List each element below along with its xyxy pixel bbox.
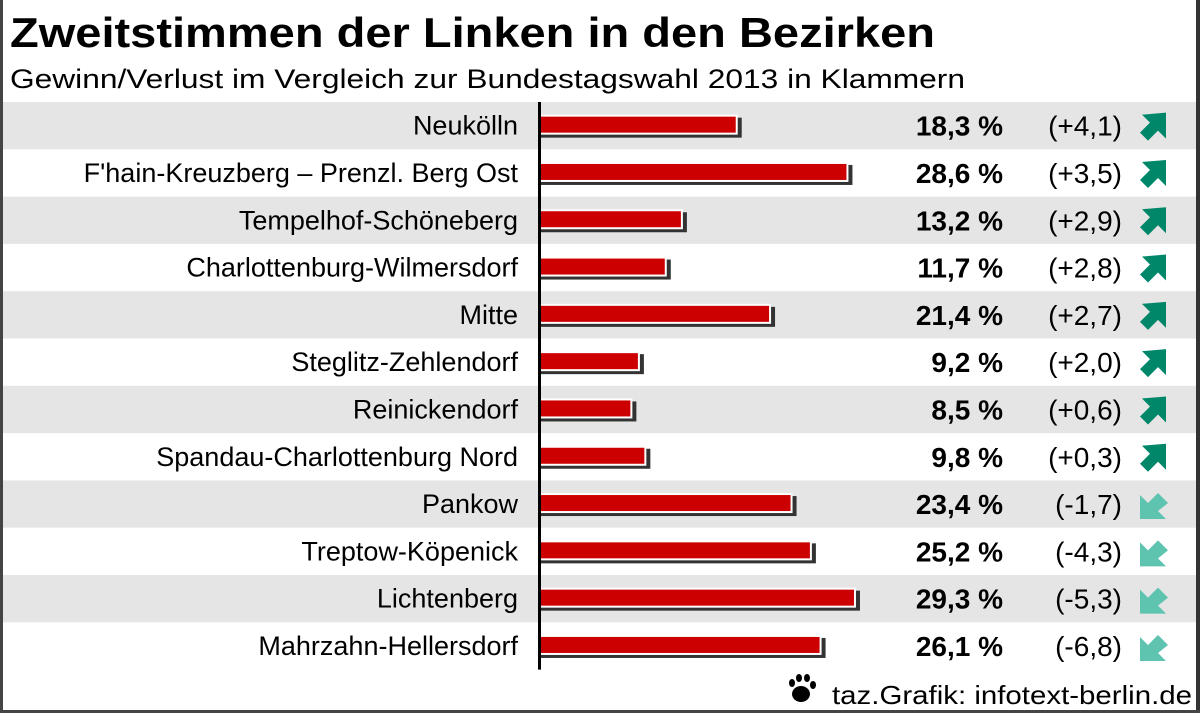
- bottom-border: [0, 710, 1200, 713]
- bar-row: Mitte 21,4 % (+2,7): [3, 291, 1196, 339]
- category-label: Charlottenburg-Wilmersdorf: [186, 253, 518, 283]
- value-label: 18,3 %: [916, 111, 1003, 142]
- bar-row: Reinickendorf 8,5 % (+0,6): [3, 385, 1196, 434]
- change-label: (+3,5): [1048, 158, 1122, 189]
- credit: taz.Grafik: infotext-berlin.de: [789, 674, 1192, 710]
- bar: [541, 542, 810, 559]
- category-label: Mahrzahn-Hellersdorf: [258, 631, 518, 661]
- arrow-up-right-icon: [1140, 349, 1166, 378]
- bar: [541, 400, 631, 417]
- bar: [541, 305, 770, 322]
- arrow-up-right-icon: [1140, 159, 1166, 188]
- category-label: Treptow-Köpenick: [301, 536, 518, 566]
- arrow-down-left-icon: [1140, 634, 1168, 661]
- bar-row: Tempelhof-Schöneberg 13,2 % (+2,9): [3, 196, 1196, 244]
- category-label: Spandau-Charlottenburg Nord: [156, 442, 518, 472]
- arrow-up-right-icon: [1140, 443, 1166, 472]
- change-label: (+0,3): [1048, 442, 1122, 473]
- value-label: 13,2 %: [916, 205, 1003, 236]
- arrow-up-right-icon: [1140, 207, 1166, 236]
- category-label: Mitte: [459, 300, 518, 330]
- chart-title: Zweitstimmen der Linken in den Bezirken: [10, 9, 935, 56]
- change-label: (+2,9): [1048, 205, 1122, 236]
- value-label: 26,1 %: [916, 631, 1003, 662]
- arrow-up-right-icon: [1140, 396, 1166, 425]
- axis-line: [538, 102, 541, 670]
- bar: [541, 495, 791, 512]
- bar-row: Lichtenberg 29,3 % (-5,3): [3, 575, 1196, 623]
- change-label: (-6,8): [1055, 631, 1122, 662]
- category-label: Steglitz-Zehlendorf: [291, 347, 518, 377]
- category-label: Tempelhof-Schöneberg: [239, 205, 518, 235]
- bar-row: F'hain-Kreuzberg – Prenzl. Berg Ost 28,6 …: [84, 158, 1166, 189]
- chart-subtitle: Gewinn/Verlust im Vergleich zur Bundesta…: [10, 64, 965, 94]
- arrow-up-right-icon: [1140, 254, 1166, 283]
- change-label: (-4,3): [1055, 536, 1122, 567]
- bar-row: Treptow-Köpenick 25,2 % (-4,3): [301, 536, 1168, 567]
- category-label: Reinickendorf: [353, 394, 519, 424]
- bar-row: Pankow 23,4 % (-1,7): [3, 480, 1196, 528]
- bar: [541, 353, 638, 370]
- bar-row: Charlottenburg-Wilmersdorf 11,7 % (+2,8): [186, 253, 1166, 284]
- arrow-down-left-icon: [1140, 587, 1168, 614]
- change-label: (-5,3): [1055, 584, 1122, 615]
- value-label: 8,5 %: [931, 394, 1003, 425]
- category-label: Neukölln: [413, 111, 518, 141]
- bar: [541, 589, 854, 606]
- bar: [541, 211, 681, 228]
- arrow-down-left-icon: [1140, 540, 1168, 567]
- change-label: (+2,0): [1048, 347, 1122, 378]
- left-border: [0, 0, 3, 713]
- value-label: 29,3 %: [916, 584, 1003, 615]
- value-label: 25,2 %: [916, 536, 1003, 567]
- bar: [541, 163, 847, 180]
- bar: [541, 447, 645, 464]
- bar-row: Mahrzahn-Hellersdorf 26,1 % (-6,8): [258, 631, 1168, 662]
- value-label: 11,7 %: [917, 253, 1003, 284]
- value-label: 23,4 %: [916, 489, 1003, 520]
- value-label: 28,6 %: [916, 158, 1003, 189]
- change-label: (+2,8): [1048, 253, 1122, 284]
- arrow-up-right-icon: [1140, 112, 1166, 141]
- bar: [541, 116, 736, 133]
- arrow-down-left-icon: [1140, 493, 1168, 520]
- category-label: Pankow: [422, 489, 519, 519]
- bar: [541, 258, 665, 275]
- paw-icon: [789, 674, 816, 702]
- change-label: (+4,1): [1048, 111, 1122, 142]
- change-label: (-1,7): [1055, 489, 1122, 520]
- change-label: (+0,6): [1048, 394, 1122, 425]
- value-label: 9,8 %: [931, 442, 1003, 473]
- value-label: 21,4 %: [916, 300, 1003, 331]
- value-label: 9,2 %: [931, 347, 1003, 378]
- bar-row: Neukölln 18,3 % (+4,1): [3, 102, 1196, 150]
- credit-text: taz.Grafik: infotext-berlin.de: [832, 680, 1192, 710]
- change-label: (+2,7): [1048, 300, 1122, 331]
- bar: [541, 636, 820, 653]
- bar-row: Steglitz-Zehlendorf 9,2 % (+2,0): [291, 347, 1166, 378]
- right-border: [1196, 0, 1200, 713]
- category-label: F'hain-Kreuzberg – Prenzl. Berg Ost: [84, 158, 519, 188]
- category-label: Lichtenberg: [377, 584, 518, 614]
- arrow-up-right-icon: [1140, 301, 1166, 330]
- bar-row: Spandau-Charlottenburg Nord 9,8 % (+0,3): [156, 442, 1166, 473]
